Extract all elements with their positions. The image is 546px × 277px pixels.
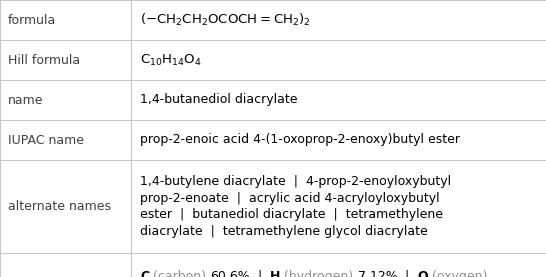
Text: $(-\mathregular{CH}_2\mathregular{CH}_2\mathregular{OCOCH{=}CH}_2)_2$: $(-\mathregular{CH}_2\mathregular{CH}_2\… [140, 12, 311, 28]
Text: 7.12%: 7.12% [358, 270, 397, 277]
Text: H: H [270, 270, 281, 277]
Text: $\mathregular{C}_{10}\mathregular{H}_{14}\mathregular{O}_4$: $\mathregular{C}_{10}\mathregular{H}_{14… [140, 52, 201, 68]
Text: Hill formula: Hill formula [8, 53, 80, 66]
Text: (hydrogen): (hydrogen) [281, 270, 358, 277]
Text: C: C [140, 270, 149, 277]
Text: name: name [8, 94, 44, 106]
Text: alternate names: alternate names [8, 200, 111, 213]
Text: 1,4-butanediol diacrylate: 1,4-butanediol diacrylate [140, 94, 298, 106]
Text: (carbon): (carbon) [149, 270, 210, 277]
Text: IUPAC name: IUPAC name [8, 134, 84, 147]
Text: 1,4-butylene diacrylate  |  4-prop-2-enoyloxybutyl
prop-2-enoate  |  acrylic aci: 1,4-butylene diacrylate | 4-prop-2-enoyl… [140, 175, 451, 238]
Text: |: | [397, 270, 418, 277]
Text: O: O [418, 270, 428, 277]
Text: prop-2-enoic acid 4-(1-oxoprop-2-enoxy)butyl ester: prop-2-enoic acid 4-(1-oxoprop-2-enoxy)b… [140, 134, 460, 147]
Text: |: | [250, 270, 270, 277]
Text: formula: formula [8, 14, 56, 27]
Text: (oxygen): (oxygen) [428, 270, 488, 277]
Text: 60.6%: 60.6% [210, 270, 250, 277]
